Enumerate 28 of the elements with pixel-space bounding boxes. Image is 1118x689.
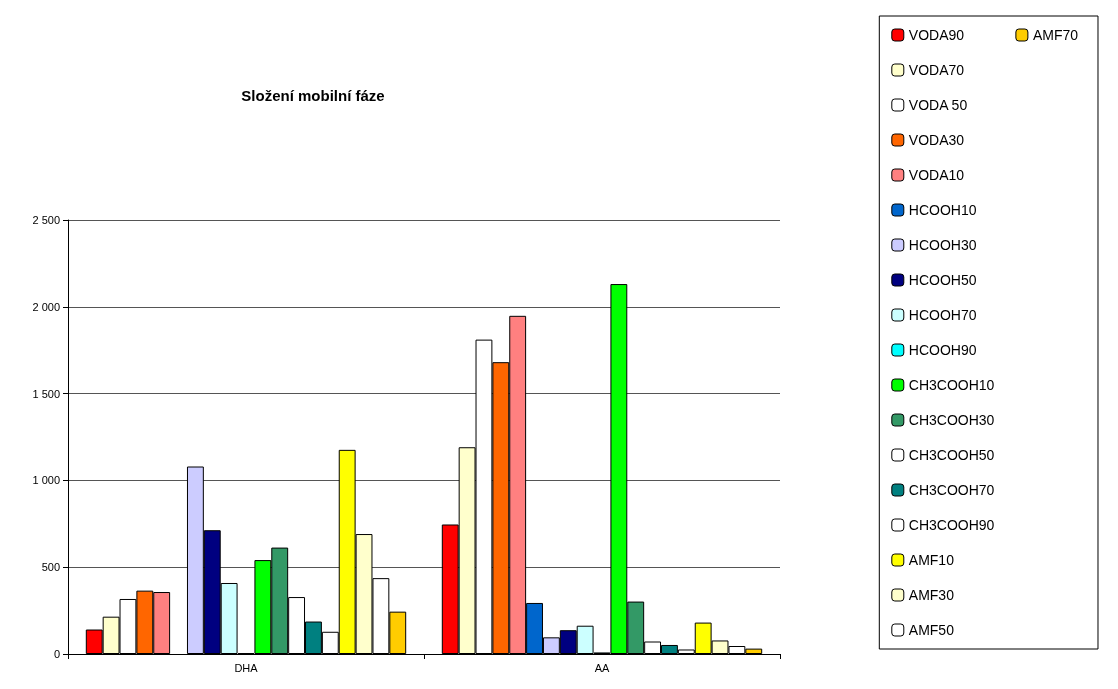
legend-label: AMF50 xyxy=(908,622,955,638)
legend-label: AMF70 xyxy=(1032,27,1079,43)
legend-label: HCOOH10 xyxy=(908,202,977,218)
y-tick-label: 1 500 xyxy=(32,387,60,400)
x-tick-label: DHA xyxy=(234,661,259,674)
legend-label: AMF10 xyxy=(908,552,955,568)
legend-label: CH3COOH90 xyxy=(908,517,995,533)
legend-label: CH3COOH30 xyxy=(908,412,995,428)
legend-label: HCOOH50 xyxy=(908,272,977,288)
y-tick-label: 1 000 xyxy=(32,474,60,487)
x-tick-label: AA xyxy=(594,661,610,674)
y-tick-label: 500 xyxy=(41,561,60,574)
legend-label: HCOOH90 xyxy=(908,342,977,358)
legend-label: VODA70 xyxy=(908,62,965,78)
legend-label: HCOOH30 xyxy=(908,237,977,253)
legend-label: CH3COOH10 xyxy=(908,377,995,393)
legend-label: CH3COOH70 xyxy=(908,482,995,498)
legend-label: AMF30 xyxy=(908,587,955,603)
legend-label: VODA90 xyxy=(908,27,965,43)
legend-label: VODA10 xyxy=(908,167,965,183)
y-tick-label: 0 xyxy=(53,648,60,660)
legend-label: HCOOH70 xyxy=(908,307,977,323)
legend-label: VODA30 xyxy=(908,132,965,148)
y-tick-label: 2 500 xyxy=(32,214,60,226)
chart-title: Složení mobilní fáze xyxy=(241,87,385,104)
legend-label: VODA 50 xyxy=(908,97,968,113)
y-tick-label: 2 000 xyxy=(32,300,60,313)
legend-label: CH3COOH50 xyxy=(908,447,995,463)
